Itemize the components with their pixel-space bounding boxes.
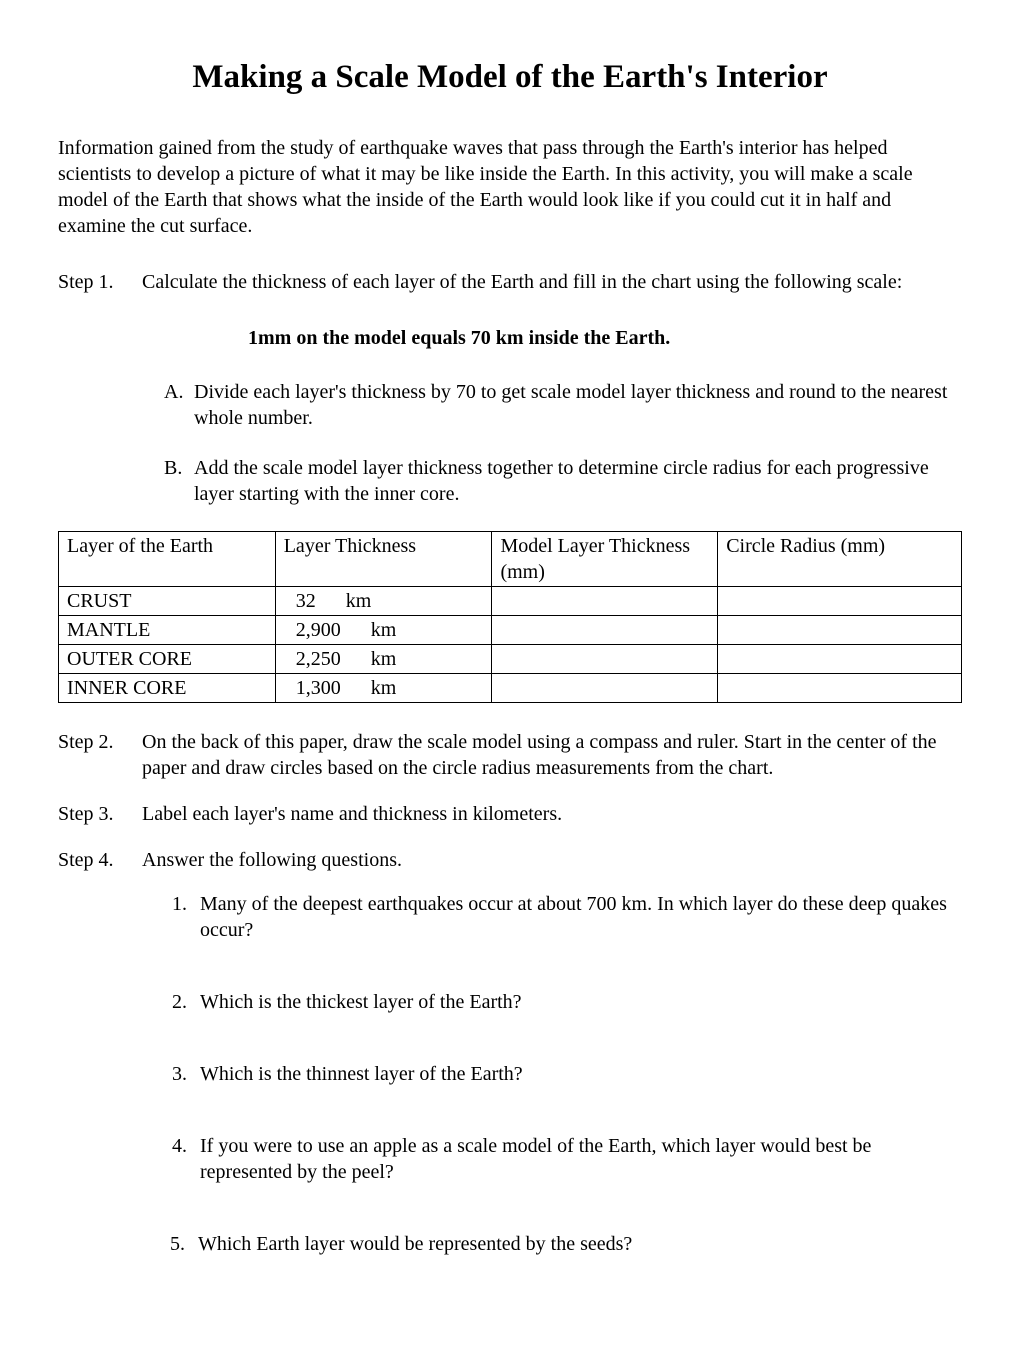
cell-layer: CRUST (59, 586, 276, 615)
table-row: CRUST 32 km (59, 586, 962, 615)
layers-table: Layer of the Earth Layer Thickness Model… (58, 531, 962, 703)
thickness-unit: km (346, 590, 372, 612)
header-radius: Circle Radius (mm) (718, 531, 962, 586)
step-3-text: Label each layer's name and thickness in… (142, 801, 962, 827)
step-2-label: Step 2. (58, 729, 142, 781)
thickness-unit: km (371, 619, 397, 641)
cell-radius (718, 586, 962, 615)
header-model-thickness: Model Layer Thickness (mm) (492, 531, 718, 586)
step-1: Step 1. Calculate the thickness of each … (58, 269, 962, 507)
question-marker: 4. (172, 1133, 200, 1185)
cell-radius (718, 644, 962, 673)
step-1-sublist: A. Divide each layer's thickness by 70 t… (164, 379, 962, 507)
question-marker: 5. (170, 1231, 198, 1257)
cell-model-thickness (492, 615, 718, 644)
cell-thickness: 2,250 km (275, 644, 492, 673)
step-3: Step 3. Label each layer's name and thic… (58, 801, 962, 827)
header-thickness: Layer Thickness (275, 531, 492, 586)
step-4-text: Answer the following questions. (142, 847, 962, 873)
cell-layer: OUTER CORE (59, 644, 276, 673)
cell-layer: INNER CORE (59, 673, 276, 702)
step-1-label: Step 1. (58, 269, 142, 295)
question-text: If you were to use an apple as a scale m… (200, 1133, 962, 1185)
cell-model-thickness (492, 586, 718, 615)
thickness-value: 32 (296, 590, 316, 612)
header-layer: Layer of the Earth (59, 531, 276, 586)
sub-marker-b: B. (164, 455, 194, 507)
sub-text-a: Divide each layer's thickness by 70 to g… (194, 379, 962, 431)
table-row: INNER CORE 1,300 km (59, 673, 962, 702)
question-5: 5. Which Earth layer would be represente… (170, 1231, 962, 1257)
questions-list: 1. Many of the deepest earthquakes occur… (172, 891, 962, 1257)
question-text: Which Earth layer would be represented b… (198, 1231, 962, 1257)
cell-thickness: 2,900 km (275, 615, 492, 644)
thickness-unit: km (371, 677, 397, 699)
sub-text-b: Add the scale model layer thickness toge… (194, 455, 962, 507)
thickness-value: 1,300 (296, 677, 341, 699)
step-4-label: Step 4. (58, 847, 142, 873)
table-row: OUTER CORE 2,250 km (59, 644, 962, 673)
cell-layer: MANTLE (59, 615, 276, 644)
step-1-text: Calculate the thickness of each layer of… (142, 269, 962, 295)
cell-model-thickness (492, 673, 718, 702)
question-text: Which is the thickest layer of the Earth… (200, 989, 962, 1015)
intro-paragraph: Information gained from the study of ear… (58, 135, 962, 239)
question-text: Which is the thinnest layer of the Earth… (200, 1061, 962, 1087)
table-header-row: Layer of the Earth Layer Thickness Model… (59, 531, 962, 586)
question-4: 4. If you were to use an apple as a scal… (172, 1133, 962, 1185)
scale-note: 1mm on the model equals 70 km inside the… (248, 325, 962, 351)
sub-item-a: A. Divide each layer's thickness by 70 t… (164, 379, 962, 431)
question-3: 3. Which is the thinnest layer of the Ea… (172, 1061, 962, 1087)
question-marker: 3. (172, 1061, 200, 1087)
thickness-value: 2,900 (296, 619, 341, 641)
cell-thickness: 32 km (275, 586, 492, 615)
cell-radius (718, 673, 962, 702)
sub-marker-a: A. (164, 379, 194, 431)
question-text: Many of the deepest earthquakes occur at… (200, 891, 962, 943)
cell-model-thickness (492, 644, 718, 673)
thickness-value: 2,250 (296, 648, 341, 670)
step-2: Step 2. On the back of this paper, draw … (58, 729, 962, 781)
question-marker: 2. (172, 989, 200, 1015)
cell-radius (718, 615, 962, 644)
question-2: 2. Which is the thickest layer of the Ea… (172, 989, 962, 1015)
cell-thickness: 1,300 km (275, 673, 492, 702)
table-row: MANTLE 2,900 km (59, 615, 962, 644)
question-1: 1. Many of the deepest earthquakes occur… (172, 891, 962, 943)
step-3-label: Step 3. (58, 801, 142, 827)
question-marker: 1. (172, 891, 200, 943)
sub-item-b: B. Add the scale model layer thickness t… (164, 455, 962, 507)
step-4: Step 4. Answer the following questions. … (58, 847, 962, 1257)
thickness-unit: km (371, 648, 397, 670)
page-title: Making a Scale Model of the Earth's Inte… (58, 56, 962, 99)
step-2-text: On the back of this paper, draw the scal… (142, 729, 962, 781)
